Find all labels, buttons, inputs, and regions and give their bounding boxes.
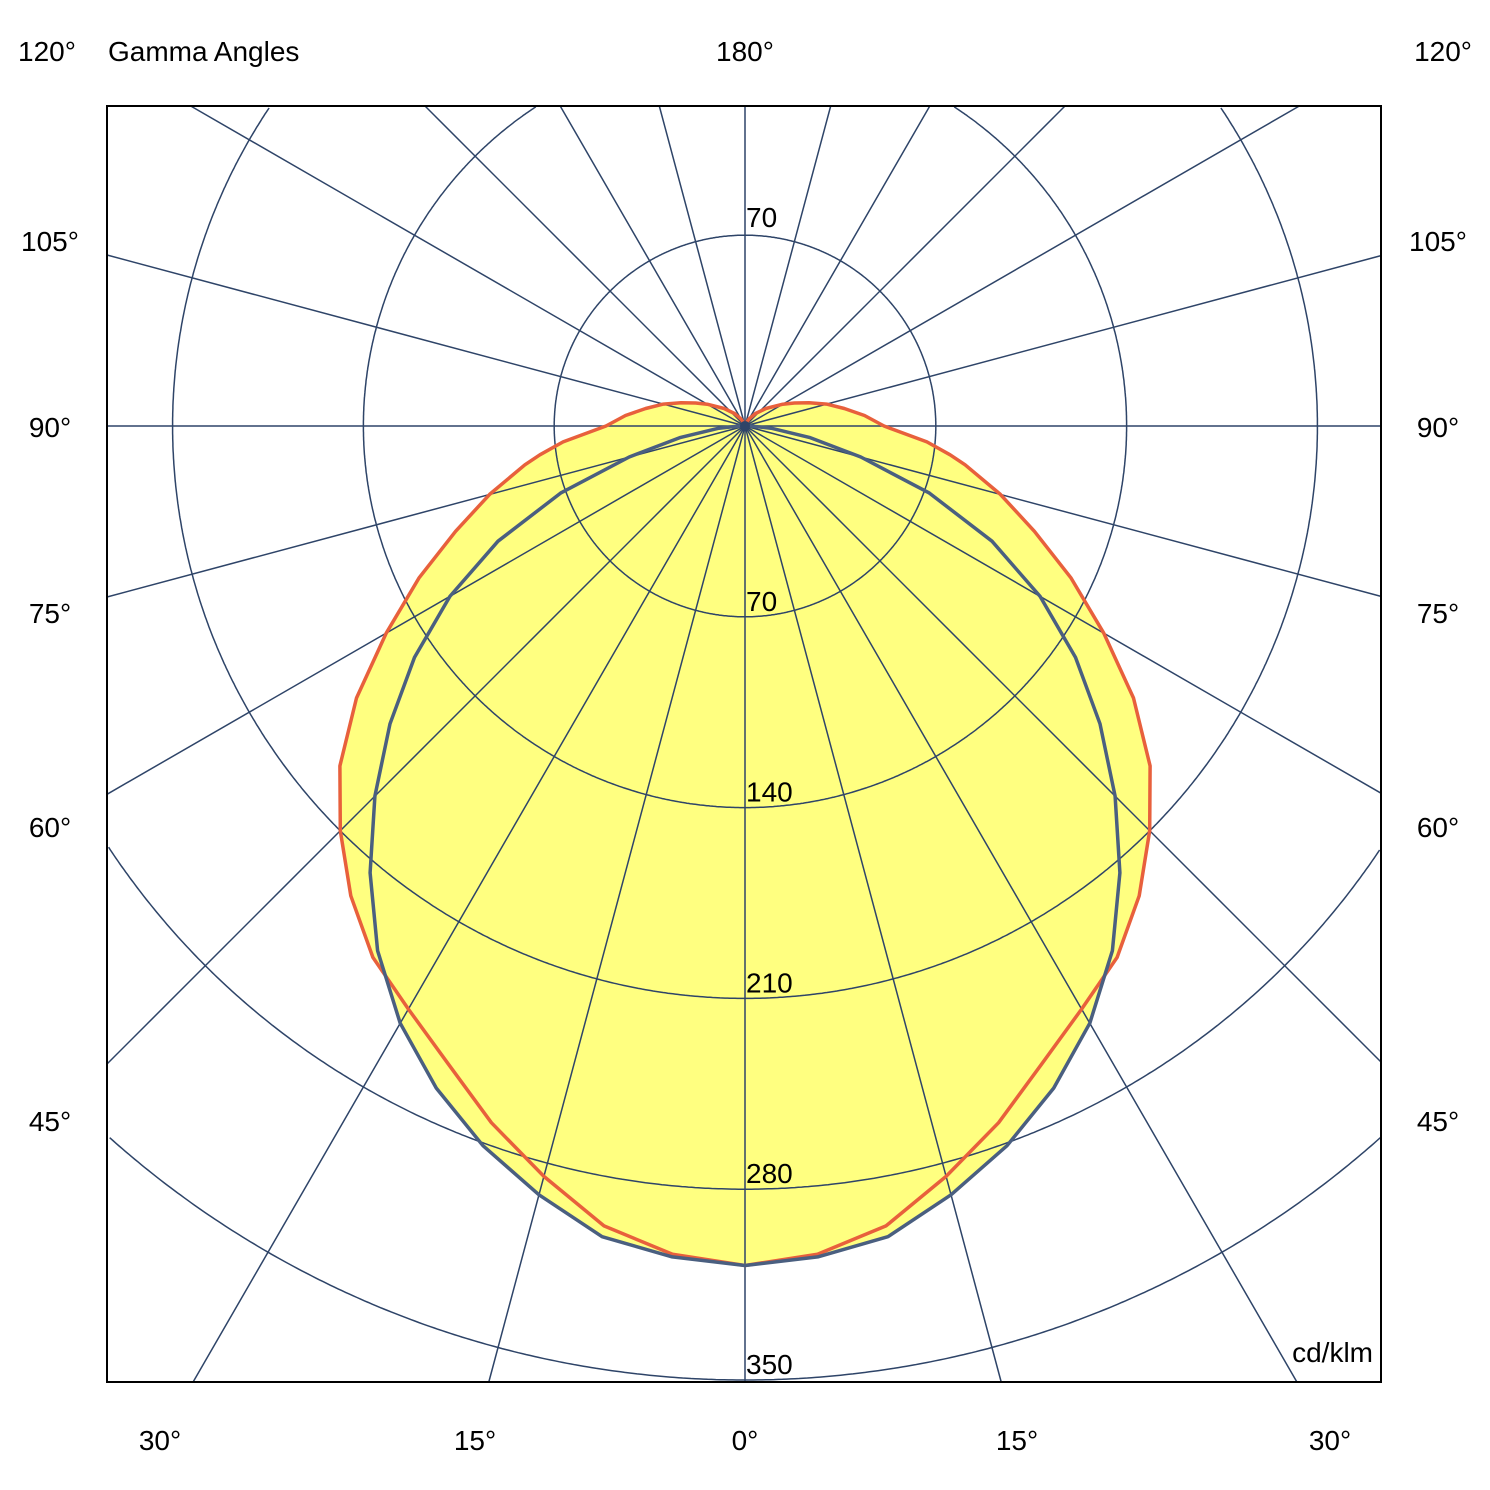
- plot-frame: [106, 105, 1382, 1383]
- spoke-195: [658, 105, 746, 427]
- angle-label-bottom: 0°: [732, 1425, 759, 1456]
- spoke-30: [744, 425, 1298, 1383]
- angle-label-left: 90°: [29, 412, 71, 443]
- radial-tick-labels: 70 70 140 210 280 350: [746, 202, 793, 1380]
- spoke-315: [106, 425, 746, 1065]
- angle-label-right: 90°: [1417, 412, 1459, 443]
- spoke-150: [744, 105, 931, 427]
- radial-tick-label: 140: [746, 777, 793, 808]
- angle-label-bottom: 30°: [1309, 1425, 1351, 1456]
- angle-label-left: 60°: [29, 812, 71, 843]
- corner-angle-label-left: 120°: [18, 36, 76, 67]
- spoke-240: [190, 105, 746, 427]
- angle-label-left: 45°: [29, 1106, 71, 1137]
- spoke-135: [744, 105, 1066, 427]
- ring-210: [171, 107, 1319, 1000]
- angle-label-left: 105°: [21, 226, 79, 257]
- radial-tick-label-top: 70: [746, 202, 777, 233]
- corner-angle-label-right: 120°: [1414, 36, 1472, 67]
- unit-label: cd/klm: [1292, 1337, 1373, 1368]
- angle-label-right: 60°: [1417, 812, 1459, 843]
- chart-title: Gamma Angles: [108, 36, 299, 67]
- angle-label-bottom: 30°: [139, 1425, 181, 1456]
- angle-label-right: 105°: [1409, 226, 1467, 257]
- ring-350: [109, 1137, 1381, 1381]
- spoke-225: [424, 105, 746, 427]
- radial-tick-label: 70: [746, 586, 777, 617]
- spoke-165: [744, 105, 832, 427]
- spoke-300: [106, 425, 746, 795]
- intensity-curves: [338, 400, 1152, 1268]
- spoke-330: [192, 425, 746, 1383]
- spoke-105: [744, 254, 1382, 427]
- angle-label-bottom: 15°: [454, 1425, 496, 1456]
- spoke-255: [106, 254, 746, 427]
- radial-tick-label: 280: [746, 1158, 793, 1189]
- spoke-210: [559, 105, 746, 427]
- angle-label-bottom: 15°: [996, 1425, 1038, 1456]
- angle-label-left: 75°: [29, 598, 71, 629]
- spoke-45: [744, 425, 1382, 1063]
- angle-label-right: 75°: [1417, 598, 1459, 629]
- spoke-120: [744, 105, 1300, 427]
- ring-280: [107, 846, 1381, 1190]
- radial-tick-label: 210: [746, 967, 793, 998]
- pole-dot: [740, 421, 750, 431]
- angle-label-right: 45°: [1417, 1106, 1459, 1137]
- spoke-60: [744, 425, 1382, 794]
- radial-tick-label: 350: [746, 1349, 793, 1380]
- spoke-15: [744, 425, 1002, 1383]
- top-angle-label: 180°: [716, 36, 774, 67]
- ring-140: [362, 106, 1128, 809]
- spoke-345: [488, 425, 746, 1383]
